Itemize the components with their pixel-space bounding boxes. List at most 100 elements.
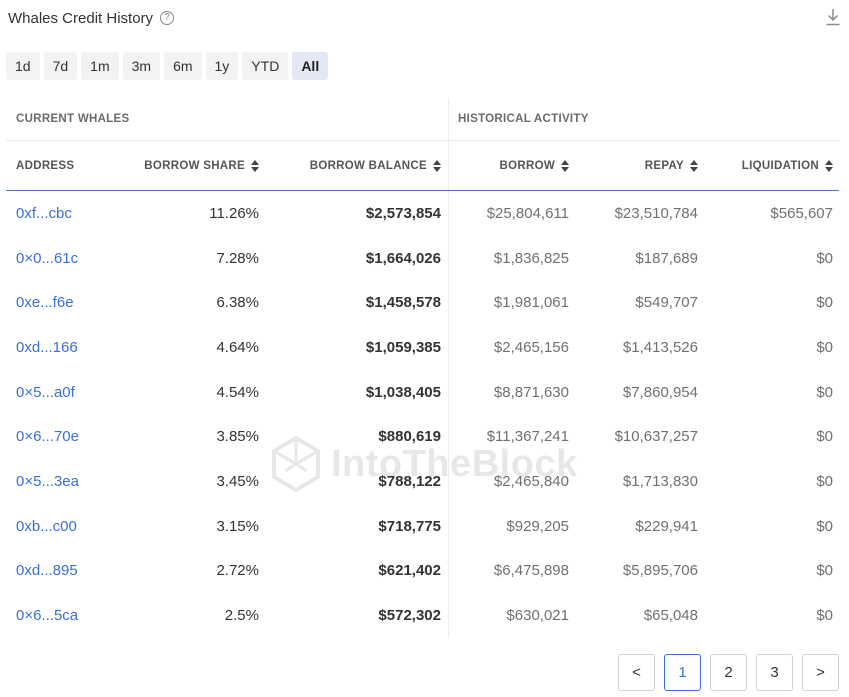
page-3-button[interactable]: 3 [756, 654, 793, 691]
borrow-balance-value: $718,775 [264, 503, 449, 549]
range-1m[interactable]: 1m [81, 52, 119, 80]
range-all[interactable]: All [292, 52, 329, 80]
borrow-share-value: 4.54% [216, 383, 259, 401]
address-link[interactable]: 0xf...cbc [16, 204, 72, 222]
next-page-button[interactable]: > [802, 654, 839, 691]
borrow-share-value: 3.85% [216, 428, 259, 446]
table-row: 0xf...cbc 11.26% $2,573,854 $25,804,611 … [6, 191, 839, 236]
address-link[interactable]: 0xb...c00 [16, 517, 77, 535]
repay-value: $549,707 [635, 294, 698, 312]
col-borrow-share[interactable]: BORROW SHARE [126, 141, 264, 190]
col-borrow[interactable]: BORROW [449, 141, 576, 190]
table-row: 0xb...c00 3.15% $718,775 $929,205 $229,9… [6, 503, 839, 549]
borrow-balance-value: $572,302 [264, 593, 449, 638]
panel-title: Whales Credit History [8, 9, 154, 27]
repay-value: $23,510,784 [614, 204, 698, 222]
repay-value: $1,413,526 [622, 338, 698, 356]
panel-header: Whales Credit History ? [8, 8, 175, 28]
range-1d[interactable]: 1d [6, 52, 40, 80]
table-row: 0xe...f6e 6.38% $1,458,578 $1,981,061 $5… [6, 280, 839, 326]
borrow-value: $2,465,156 [493, 338, 569, 356]
liquidation-value: $0 [816, 338, 833, 356]
prev-page-button[interactable]: < [618, 654, 655, 691]
group-historical-activity: HISTORICAL ACTIVITY [458, 113, 589, 125]
borrow-balance-value: $621,402 [264, 548, 449, 594]
pagination: < 1 2 3 > [618, 654, 839, 691]
borrow-share-value: 4.64% [216, 338, 259, 356]
repay-value: $187,689 [635, 249, 698, 267]
borrow-share-value: 2.72% [216, 562, 259, 580]
address-link[interactable]: 0×0...61c [16, 249, 79, 267]
range-7d[interactable]: 7d [43, 52, 78, 80]
repay-value: $7,860,954 [622, 383, 698, 401]
column-header-row: ADDRESS BORROW SHARE BORROW BALANCE BORR… [6, 141, 839, 191]
borrow-share-value: 6.38% [216, 294, 259, 312]
sort-icon[interactable] [433, 159, 441, 172]
liquidation-value: $0 [816, 428, 833, 446]
borrow-share-value: 11.26% [209, 204, 259, 222]
table-row: 0×0...61c 7.28% $1,664,026 $1,836,825 $1… [6, 235, 839, 281]
page-1-button[interactable]: 1 [664, 654, 701, 691]
borrow-value: $25,804,611 [486, 204, 569, 222]
borrow-value: $8,871,630 [493, 383, 569, 401]
col-borrow-balance-label: BORROW BALANCE [309, 159, 427, 172]
download-icon[interactable] [825, 8, 841, 26]
sort-icon[interactable] [690, 159, 698, 172]
col-liquidation[interactable]: LIQUIDATION [704, 141, 839, 190]
address-link[interactable]: 0×5...3ea [16, 472, 79, 490]
table-body: 0xf...cbc 11.26% $2,573,854 $25,804,611 … [6, 191, 839, 638]
range-ytd[interactable]: YTD [242, 52, 289, 80]
address-link[interactable]: 0xd...166 [16, 338, 78, 356]
table-row: 0×6...5ca 2.5% $572,302 $630,021 $65,048… [6, 593, 839, 638]
borrow-share-value: 7.28% [216, 249, 259, 267]
page-2-button[interactable]: 2 [710, 654, 747, 691]
repay-value: $10,637,257 [614, 428, 698, 446]
borrow-share-value: 2.5% [224, 607, 259, 625]
liquidation-value: $0 [816, 249, 833, 267]
col-address-label: ADDRESS [16, 159, 75, 172]
borrow-balance-value: $1,038,405 [264, 369, 449, 415]
address-link[interactable]: 0xe...f6e [16, 294, 74, 312]
liquidation-value: $0 [816, 517, 833, 535]
col-repay[interactable]: REPAY [576, 141, 704, 190]
liquidation-value: $0 [816, 607, 833, 625]
range-1y[interactable]: 1y [205, 52, 239, 80]
borrow-value: $630,021 [506, 607, 569, 625]
borrow-value: $1,981,061 [493, 294, 569, 312]
time-range-selector: 1d 7d 1m 3m 6m 1y YTD All [6, 52, 329, 80]
address-link[interactable]: 0×6...70e [16, 428, 79, 446]
col-liquidation-label: LIQUIDATION [741, 159, 819, 172]
table-row: 0xd...895 2.72% $621,402 $6,475,898 $5,8… [6, 548, 839, 594]
address-link[interactable]: 0×6...5ca [16, 607, 79, 625]
col-borrow-label: BORROW [499, 159, 555, 172]
sort-icon[interactable] [825, 159, 833, 172]
table-row: 0×5...a0f 4.54% $1,038,405 $8,871,630 $7… [6, 369, 839, 415]
table-row: 0xd...166 4.64% $1,059,385 $2,465,156 $1… [6, 325, 839, 370]
borrow-value: $6,475,898 [493, 562, 569, 580]
repay-value: $229,941 [635, 517, 698, 535]
range-6m[interactable]: 6m [164, 52, 202, 80]
borrow-balance-value: $1,059,385 [264, 325, 449, 370]
borrow-share-value: 3.15% [216, 517, 259, 535]
table-row: 0×5...3ea 3.45% $788,122 $2,465,840 $1,7… [6, 459, 839, 504]
liquidation-value: $0 [816, 383, 833, 401]
col-borrow-balance[interactable]: BORROW BALANCE [264, 141, 449, 190]
col-address: ADDRESS [6, 141, 126, 190]
address-link[interactable]: 0xd...895 [16, 562, 78, 580]
borrow-share-value: 3.45% [216, 472, 259, 490]
liquidation-value: $0 [816, 294, 833, 312]
borrow-value: $929,205 [506, 517, 569, 535]
borrow-value: $2,465,840 [493, 472, 569, 490]
address-link[interactable]: 0×5...a0f [16, 383, 75, 401]
help-icon[interactable]: ? [160, 11, 175, 25]
liquidation-value: $0 [816, 472, 833, 490]
sort-icon[interactable] [561, 159, 569, 172]
liquidation-value: $0 [816, 562, 833, 580]
liquidation-value: $565,607 [770, 204, 833, 222]
group-current-whales: CURRENT WHALES [6, 98, 449, 140]
borrow-balance-value: $788,122 [264, 459, 449, 504]
range-3m[interactable]: 3m [122, 52, 161, 80]
sort-icon[interactable] [251, 159, 259, 172]
borrow-value: $11,367,241 [486, 428, 569, 446]
group-header-row: CURRENT WHALES HISTORICAL ACTIVITY [6, 98, 839, 141]
